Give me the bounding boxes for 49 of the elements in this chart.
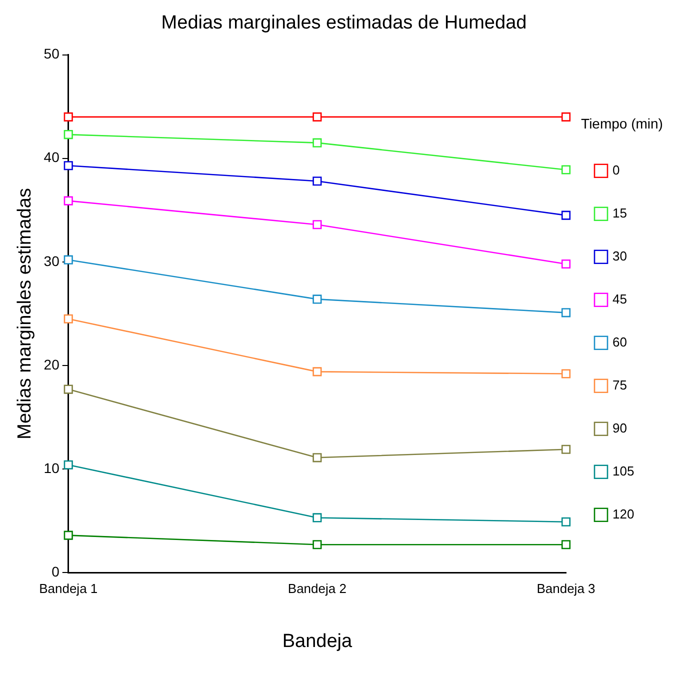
point (64, 314, 73, 324)
point (561, 540, 571, 550)
point (312, 138, 322, 148)
legend-label: 0 (612, 162, 620, 178)
x-tick-label: Bandeja 1 (39, 580, 98, 596)
point (561, 210, 571, 220)
y-tick-label: 50 (44, 46, 60, 62)
point (312, 294, 322, 304)
y-tick-label: 40 (44, 149, 60, 166)
y-tick-label: 10 (44, 460, 60, 476)
legend-label: 30 (612, 248, 627, 264)
point (64, 255, 73, 264)
legend-label: 90 (612, 420, 627, 436)
x-tick-label: Bandeja 3 (536, 580, 596, 596)
point (561, 444, 571, 454)
point (64, 530, 73, 540)
point (312, 112, 322, 122)
y-tick-label: 30 (44, 252, 60, 269)
legend-label: 120 (612, 506, 634, 522)
point (64, 130, 73, 140)
point (312, 367, 322, 376)
legend-label: 15 (612, 205, 627, 220)
y-tick-label: 20 (44, 356, 60, 372)
legend-title: Tiempo (min) (581, 115, 663, 132)
point (64, 384, 73, 394)
point (312, 220, 322, 230)
point (561, 517, 571, 526)
chart-title: Medias marginales estimadas de Humedad (161, 12, 527, 34)
point (561, 308, 571, 318)
y-axis-title: Medias marginales estimadas (14, 188, 36, 440)
legend-label: 105 (612, 463, 634, 478)
x-axis-title: Bandeja (282, 630, 352, 652)
point (312, 540, 322, 550)
point (64, 196, 73, 206)
point (561, 112, 571, 122)
point (64, 460, 73, 470)
y-tick-label: 0 (52, 563, 60, 580)
point (561, 369, 571, 378)
legend-label: 75 (612, 377, 627, 392)
point (561, 259, 571, 269)
point (64, 112, 73, 122)
x-tick-label: Bandeja 2 (288, 580, 346, 596)
legend-label: 45 (612, 291, 627, 306)
legend-label: 60 (612, 334, 627, 350)
point (312, 176, 322, 186)
point (64, 161, 73, 170)
point (561, 165, 571, 174)
point (312, 453, 322, 462)
point (312, 513, 322, 522)
